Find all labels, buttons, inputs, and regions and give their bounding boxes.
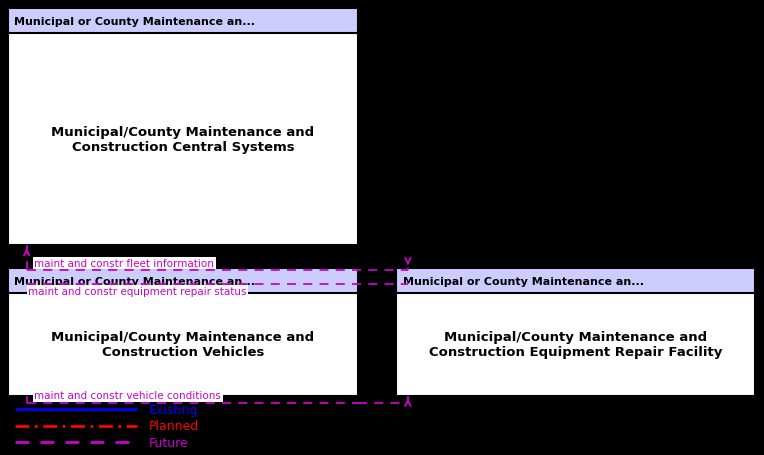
Text: Future: Future — [149, 436, 189, 449]
Bar — [8, 268, 358, 396]
Bar — [397, 268, 755, 396]
Text: Planned: Planned — [149, 420, 199, 432]
Bar — [8, 268, 358, 293]
Text: Municipal/County Maintenance and
Construction Equipment Repair Facility: Municipal/County Maintenance and Constru… — [429, 331, 722, 359]
Bar — [8, 9, 358, 34]
Bar — [397, 268, 755, 293]
Text: maint and constr equipment repair status: maint and constr equipment repair status — [28, 287, 247, 297]
Text: Municipal or County Maintenance an...: Municipal or County Maintenance an... — [14, 17, 254, 26]
Text: maint and constr vehicle conditions: maint and constr vehicle conditions — [34, 390, 222, 400]
Text: Municipal or County Maintenance an...: Municipal or County Maintenance an... — [14, 276, 254, 286]
Text: Existing: Existing — [149, 403, 198, 416]
Bar — [8, 9, 358, 246]
Text: Municipal/County Maintenance and
Construction Central Systems: Municipal/County Maintenance and Constru… — [51, 126, 315, 154]
Text: Municipal or County Maintenance an...: Municipal or County Maintenance an... — [403, 276, 643, 286]
Text: maint and constr fleet information: maint and constr fleet information — [34, 258, 214, 268]
Text: Municipal/County Maintenance and
Construction Vehicles: Municipal/County Maintenance and Constru… — [51, 331, 315, 359]
